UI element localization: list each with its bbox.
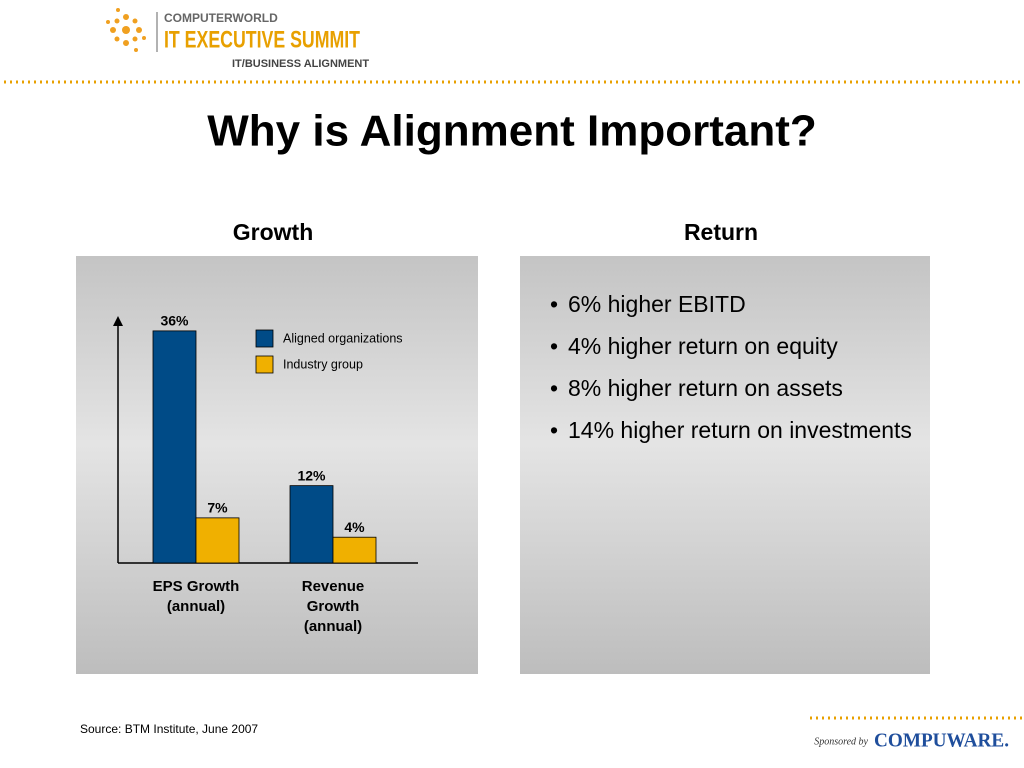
bar <box>195 517 240 564</box>
value-label: 36% <box>160 313 189 329</box>
x-tick-label: Revenue Growth (annual) <box>301 578 365 635</box>
y-axis-arrow <box>113 316 123 326</box>
return-panel <box>520 256 930 674</box>
logo-event: IT EXECUTIVE SUMMIT <box>164 26 360 53</box>
bullet-item: 4% higher return on equity <box>548 330 918 363</box>
legend-label: Aligned organizations <box>283 331 403 345</box>
bar <box>289 485 334 564</box>
value-label: 12% <box>297 467 326 483</box>
sponsor-name: COMPUWARE. <box>874 730 1009 752</box>
value-label: 4% <box>344 519 365 535</box>
logo-burst <box>106 8 146 52</box>
growth-heading: Growth <box>233 219 314 245</box>
return-heading: Return <box>684 219 758 245</box>
legend-swatch <box>255 355 274 374</box>
bullet-list: 6% higher EBITD 4% higher return on equit… <box>548 288 918 447</box>
bullet-item: 14% higher return on investments <box>548 414 918 447</box>
source-note: Source: BTM Institute, June 2007 <box>80 722 258 736</box>
slide-title: Why is Alignment Important? <box>207 107 816 156</box>
legend-swatch <box>255 329 274 348</box>
bullet-item: 8% higher return on assets <box>548 372 918 405</box>
growth-panel <box>76 256 478 674</box>
x-tick-label: EPS Growth (annual) <box>152 578 240 615</box>
sponsor-label: Sponsored by <box>814 736 868 747</box>
value-label: 7% <box>207 500 228 516</box>
logo-brand: COMPUTERWORLD <box>164 11 278 25</box>
logo-theme: IT/BUSINESS ALIGNMENT <box>232 58 369 70</box>
bar <box>332 536 377 564</box>
bar <box>152 330 197 564</box>
return-bullets: 6% higher EBITD 4% higher return on equit… <box>548 288 918 456</box>
bullet-item: 6% higher EBITD <box>548 288 918 321</box>
legend-label: Industry group <box>283 357 363 371</box>
